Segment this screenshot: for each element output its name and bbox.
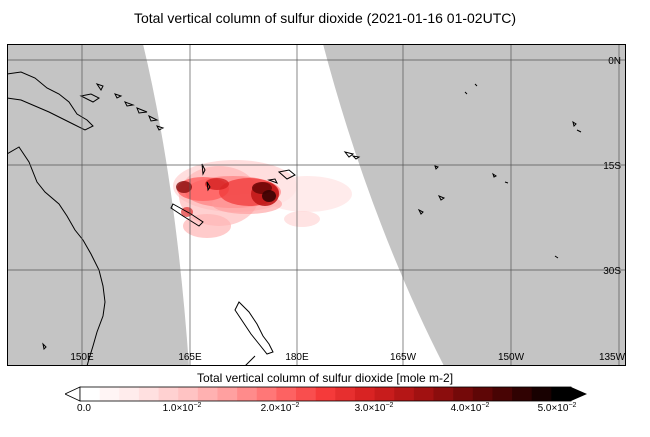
colorbar-segment bbox=[551, 387, 572, 401]
colorbar-segment bbox=[531, 387, 552, 401]
lat-label-0n: 0N bbox=[608, 56, 621, 67]
colorbar-segment bbox=[217, 387, 238, 401]
lon-label-180e: 180E bbox=[285, 352, 309, 363]
colorbar-segment bbox=[335, 387, 356, 401]
map-frame bbox=[7, 44, 626, 366]
so2-plume bbox=[173, 160, 352, 238]
map-title: Total vertical column of sulfur dioxide … bbox=[133, 10, 517, 26]
solomon-islands bbox=[114, 93, 165, 131]
colorbar-frame bbox=[79, 386, 572, 402]
bismarck-islands bbox=[79, 83, 104, 103]
new-caledonia bbox=[170, 203, 204, 227]
australia-coast bbox=[7, 146, 106, 366]
new-zealand-north bbox=[234, 301, 274, 355]
colorbar-segment bbox=[197, 387, 218, 401]
colorbar-segment bbox=[492, 387, 513, 401]
colorbar-tick-5: 5.0×10−2 bbox=[537, 402, 577, 414]
small-islands bbox=[417, 83, 582, 259]
colorbar-tick-1: 1.0×10−2 bbox=[162, 402, 202, 414]
fiji bbox=[267, 169, 296, 184]
colorbar-segment bbox=[472, 387, 493, 401]
colorbar-segment bbox=[296, 387, 317, 401]
colorbar-segment bbox=[512, 387, 533, 401]
colorbar-label: Total vertical column of sulfur dioxide … bbox=[196, 371, 454, 385]
lat-label-15s: 15S bbox=[603, 161, 621, 172]
colorbar-segment bbox=[354, 387, 376, 401]
colorbar-segment bbox=[413, 387, 435, 401]
lord-howe bbox=[42, 342, 47, 351]
lon-label-165e: 165E bbox=[178, 352, 202, 363]
so2-map: 0N 15S 30S 150E 165E 180E 165W 150W 135W bbox=[7, 44, 626, 366]
colorbar-tick-3: 3.0×10−2 bbox=[354, 402, 394, 414]
coastlines bbox=[7, 71, 582, 366]
colorbar-under-arrow bbox=[65, 386, 81, 402]
lon-label-150w: 150W bbox=[498, 352, 525, 363]
colorbar-segment bbox=[433, 387, 454, 401]
colorbar-tick-0: 0.0 bbox=[77, 403, 91, 414]
lon-label-165w: 165W bbox=[390, 352, 417, 363]
colorbar-segment bbox=[256, 387, 277, 401]
colorbar-segment bbox=[178, 387, 199, 401]
colorbar-segments bbox=[80, 387, 572, 401]
colorbar-segment bbox=[394, 387, 415, 401]
vanuatu bbox=[201, 163, 211, 192]
colorbar bbox=[65, 386, 587, 402]
colorbar-tick-2: 2.0×10−2 bbox=[260, 402, 300, 414]
colorbar-segment bbox=[276, 387, 297, 401]
colorbar-tick-4: 4.0×10−2 bbox=[450, 402, 490, 414]
colorbar-segment bbox=[99, 387, 120, 401]
colorbar-segment bbox=[138, 387, 160, 401]
graticule bbox=[7, 44, 626, 366]
colorbar-segment bbox=[315, 387, 336, 401]
colorbar-segment bbox=[374, 387, 395, 401]
colorbar-segment bbox=[119, 387, 140, 401]
colorbar-segment bbox=[453, 387, 474, 401]
samoa bbox=[343, 151, 361, 160]
new-zealand-south bbox=[244, 355, 256, 366]
colorbar-segment bbox=[80, 387, 101, 401]
lon-label-135w: 135W bbox=[599, 352, 626, 363]
lat-label-30s: 30S bbox=[603, 266, 621, 277]
lon-label-150e: 150E bbox=[70, 352, 94, 363]
new-guinea-coast bbox=[7, 71, 94, 131]
colorbar-segment bbox=[237, 387, 258, 401]
colorbar-over-arrow bbox=[571, 387, 587, 401]
colorbar-segment bbox=[158, 387, 179, 401]
